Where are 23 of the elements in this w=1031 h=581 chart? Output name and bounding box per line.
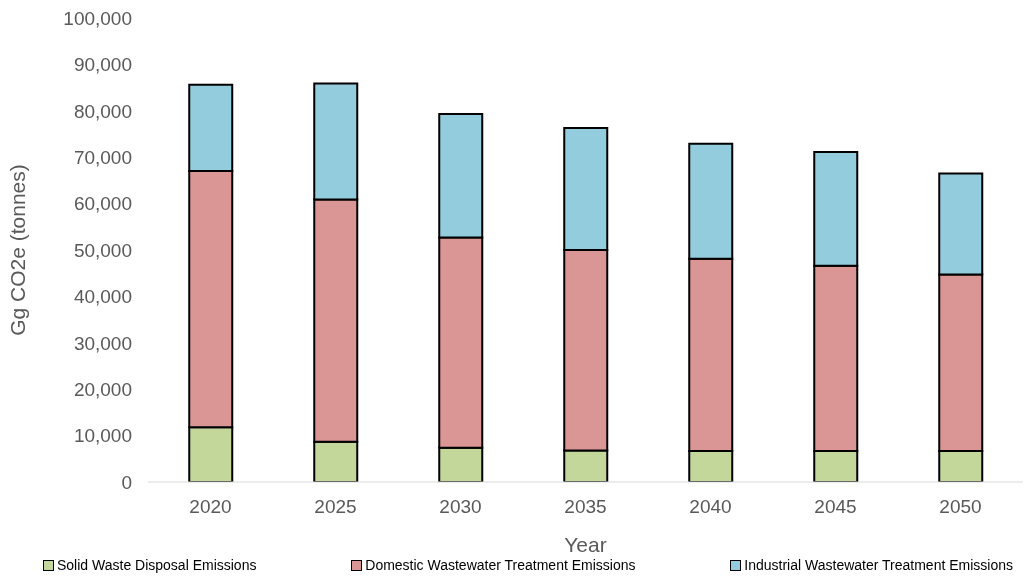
x-tick-label: 2050 — [939, 496, 982, 518]
y-tick-label: 100,000 — [63, 7, 132, 29]
y-tick-label: 40,000 — [73, 286, 132, 308]
y-tick-label: 60,000 — [73, 193, 132, 215]
x-tick-label: 2035 — [564, 496, 607, 518]
y-tick-label: 50,000 — [73, 239, 132, 261]
y-tick-label: 0 — [121, 471, 132, 493]
x-tick-label: 2040 — [689, 496, 732, 518]
x-tick-label: 2045 — [814, 496, 857, 518]
x-tick-label: 2030 — [439, 496, 482, 518]
x-tick-label: 2025 — [314, 496, 357, 518]
y-tick-label: 70,000 — [73, 146, 132, 168]
legend-label: Domestic Wastewater Treatment Emissions — [364, 557, 636, 573]
y-tick-label: 10,000 — [73, 425, 132, 447]
legend-label: Industrial Wastewater Treatment Emissions — [743, 557, 1013, 573]
y-tick-label: 30,000 — [73, 332, 132, 354]
y-tick-label: 90,000 — [73, 54, 132, 76]
y-tick-label: 80,000 — [73, 100, 132, 122]
x-tick-label: 2020 — [189, 496, 232, 518]
y-tick-label: 20,000 — [73, 378, 132, 400]
x-axis-title: Year — [564, 533, 607, 556]
y-axis-title: Gg CO2e (tonnes) — [6, 164, 30, 336]
legend-label: Solid Waste Disposal Emissions — [56, 557, 257, 573]
